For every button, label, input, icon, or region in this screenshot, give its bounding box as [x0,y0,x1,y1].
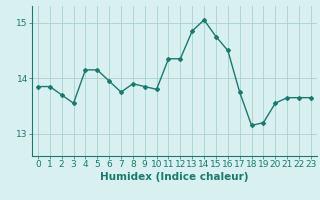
X-axis label: Humidex (Indice chaleur): Humidex (Indice chaleur) [100,172,249,182]
